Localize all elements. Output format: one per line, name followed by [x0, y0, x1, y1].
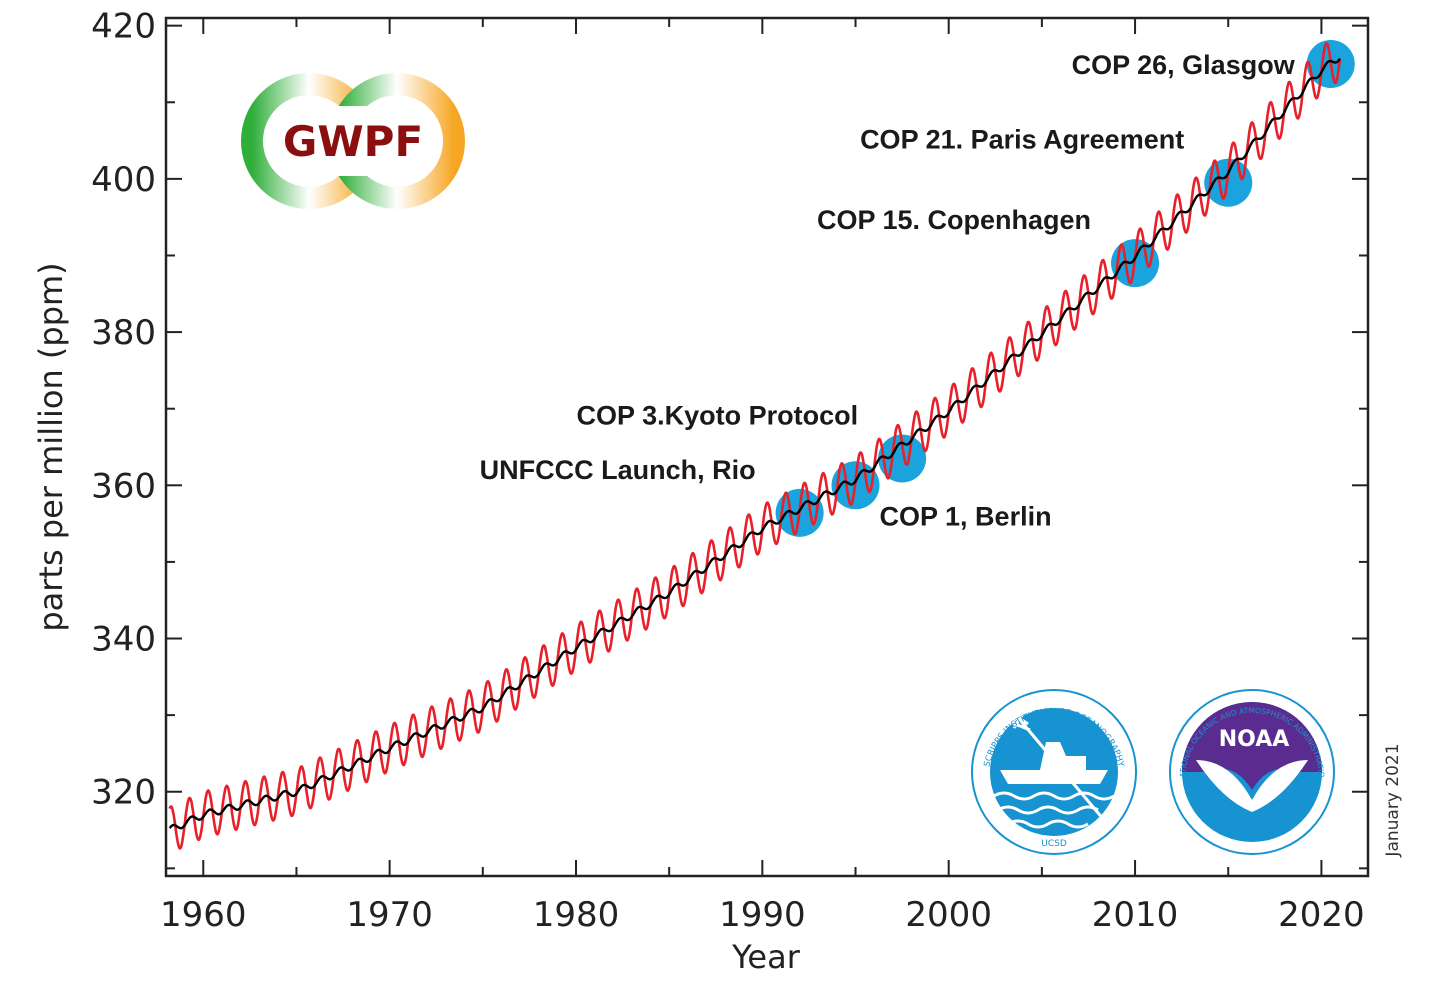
x-axis-title: Year — [731, 938, 801, 976]
x-tick-label: 2000 — [905, 895, 992, 935]
y-tick-label: 340 — [91, 620, 156, 660]
x-tick-label: 1960 — [160, 895, 247, 935]
annotations: UNFCCC Launch, Rio COP 1, Berlin COP 3.Kyo… — [480, 50, 1296, 531]
event-label: COP 26, Glasgow — [1072, 50, 1296, 80]
event-label: COP 1, Berlin — [880, 501, 1052, 531]
event-label: COP 15. Copenhagen — [817, 205, 1091, 235]
ship-icon — [1000, 742, 1108, 784]
event-label: COP 21. Paris Agreement — [860, 125, 1184, 155]
seagull-icon — [1196, 760, 1308, 812]
x-tick-label: 1990 — [719, 895, 806, 935]
event-label: COP 3.Kyoto Protocol — [577, 400, 859, 430]
trident-icon — [1009, 711, 1106, 821]
y-tick-label: 380 — [91, 313, 156, 353]
x-tick-label: 2010 — [1092, 895, 1179, 935]
gwpf-logo-text: GWPF — [283, 117, 423, 166]
y-tick-label: 420 — [91, 7, 156, 47]
gwpf-center-fill — [288, 106, 418, 176]
x-tick-label: 2020 — [1278, 895, 1365, 935]
series-trend-co2 — [168, 58, 1341, 830]
y-axis: 320 340 360 380 400 420 — [91, 7, 1368, 870]
scripps-bottom-text: UCSD — [1041, 839, 1067, 849]
date-stamp: January 2021 — [1383, 743, 1403, 857]
series-monthly-co2 — [168, 42, 1342, 850]
scripps-logo: SCRIPPS INSTITUTION OF OCEANOGRAPHY UCSD — [971, 689, 1137, 855]
x-tick-label: 1970 — [346, 895, 433, 935]
x-tick-label: 1980 — [533, 895, 620, 935]
waves-icon — [993, 791, 1115, 829]
y-axis-title: parts per million (ppm) — [32, 262, 70, 631]
noaa-ring-text: NATIONAL OCEANIC AND ATMOSPHERIC ADMINIS… — [0, 0, 1326, 778]
noaa-center-text: NOAA — [1219, 727, 1290, 752]
plot-frame — [164, 16, 1370, 878]
x-axis: 1960 1970 1980 1990 2000 2010 2020 — [160, 18, 1365, 935]
y-tick-label: 400 — [91, 160, 156, 200]
event-label: UNFCCC Launch, Rio — [480, 455, 756, 485]
y-tick-label: 320 — [91, 773, 156, 813]
gwpf-logo: GWPF — [241, 73, 465, 209]
y-tick-label: 360 — [91, 466, 156, 506]
